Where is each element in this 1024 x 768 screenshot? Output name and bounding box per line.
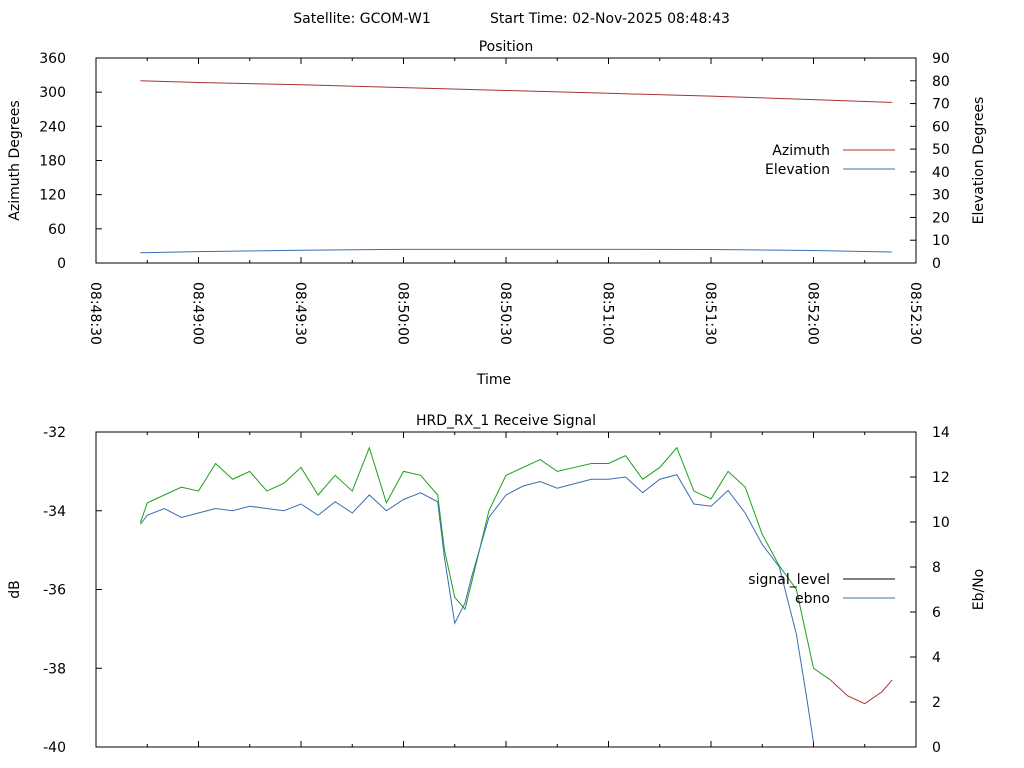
- series-line-signal_level: [139, 446, 831, 681]
- y2-tick-label: 12: [932, 470, 950, 486]
- receive-signal-chart: HRD_RX_1 Receive Signal -40 -38 -36 -34 -32 0 2…: [7, 413, 987, 756]
- y-tick-label: -40: [43, 740, 66, 756]
- x-tick-label: 08:49:00: [190, 282, 206, 345]
- y-axis-label: dB: [7, 580, 23, 599]
- y2-tick-label: 4: [932, 650, 941, 666]
- legend-label: ebno: [795, 591, 830, 607]
- y-tick-label: -34: [43, 504, 66, 520]
- y2-tick-label: 0: [932, 740, 941, 756]
- y2-tick-label: 30: [932, 188, 950, 204]
- chart-title: HRD_RX_1 Receive Signal: [416, 413, 596, 429]
- x-tick-label: 08:50:00: [395, 282, 411, 345]
- y2-tick-label: 0: [932, 256, 941, 272]
- x-tick-label: 08:48:30: [87, 282, 103, 345]
- y2-tick-label: 10: [932, 233, 950, 249]
- legend-label: Azimuth: [772, 143, 830, 159]
- y-tick-label: 60: [48, 222, 66, 238]
- y2-tick-label: 10: [932, 515, 950, 531]
- start-time-label: Start Time: 02-Nov-2025 08:48:43: [490, 11, 730, 27]
- y-tick-label: -32: [43, 425, 66, 441]
- y2-tick-label: 60: [932, 119, 950, 135]
- y2-tick-label: 70: [932, 97, 950, 113]
- y-tick-label: 0: [57, 256, 66, 272]
- y2-axis-label: Eb/No: [971, 569, 987, 611]
- y-tick-label: 180: [39, 154, 66, 170]
- y2-tick-label: 40: [932, 165, 950, 181]
- x-tick-label: 08:51:00: [600, 282, 616, 345]
- y2-tick-label: 50: [932, 142, 950, 158]
- x-tick-label: 08:52:00: [805, 282, 821, 345]
- y2-tick-label: 80: [932, 74, 950, 90]
- position-chart: Position 08:48:30 08:49:00 08:49:30 08:50:00…: [7, 39, 987, 388]
- legend-label: Elevation: [765, 162, 830, 178]
- plot-frame: [95, 57, 917, 264]
- x-tick-label: 08:51:30: [702, 282, 718, 345]
- satellite-label: Satellite: GCOM-W1: [293, 11, 430, 27]
- series-line-signal_level-low: [830, 679, 893, 705]
- y-tick-label: -38: [43, 661, 66, 677]
- y2-tick-label: 14: [932, 425, 950, 441]
- y2-tick-label: 20: [932, 210, 950, 226]
- y2-tick-label: 90: [932, 51, 950, 67]
- y-tick-label: 240: [39, 119, 66, 135]
- y-tick-label: 360: [39, 51, 66, 67]
- y-tick-label: 120: [39, 188, 66, 204]
- y2-axis-label: Elevation Degrees: [971, 97, 987, 225]
- y2-tick-label: 8: [932, 560, 941, 576]
- x-tick-label: 08:50:30: [497, 282, 513, 345]
- series-line-Elevation: [140, 248, 893, 254]
- x-tick-label: 08:49:30: [292, 282, 308, 345]
- y2-tick-label: 2: [932, 695, 941, 711]
- x-tick-label: 08:52:30: [907, 282, 923, 345]
- y-tick-label: -36: [43, 583, 66, 599]
- series-line-ebno: [140, 474, 814, 743]
- y-axis-label: Azimuth Degrees: [7, 100, 23, 220]
- y-tick-label: 300: [39, 85, 66, 101]
- series-line-Azimuth: [140, 80, 893, 103]
- plot-frame: [95, 431, 917, 748]
- legend-label: signal_level: [748, 572, 830, 588]
- x-axis-label: Time: [476, 372, 511, 388]
- chart-title: Position: [479, 39, 534, 55]
- y2-tick-label: 6: [932, 605, 941, 621]
